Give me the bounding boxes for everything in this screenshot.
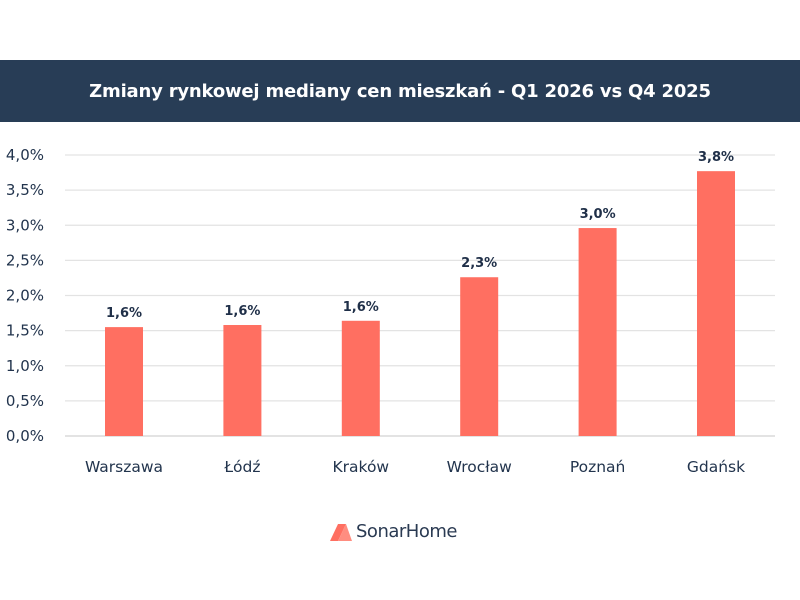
bar-łódź [223, 325, 262, 436]
chart-header: Zmiany rynkowej mediany cen mieszkań - Q… [0, 60, 800, 122]
house-roof-icon [330, 523, 352, 541]
data-labels: 1,6% 1,6% 1,6% 2,3% 3,0% 3,8% [106, 150, 734, 321]
y-tick-label: 0,0% [6, 427, 44, 445]
x-category-label: Poznań [570, 458, 626, 476]
data-label: 1,6% [343, 300, 379, 315]
chart-title: Zmiany rynkowej mediany cen mieszkań - Q… [89, 80, 711, 102]
y-tick-label: 3,5% [6, 181, 44, 199]
y-tick-label: 2,5% [6, 251, 44, 269]
brand-name: SonarHome [356, 521, 457, 542]
data-label: 2,3% [461, 256, 497, 271]
y-tick-label: 1,5% [6, 322, 44, 340]
x-category-label: Warszawa [85, 458, 163, 476]
data-label: 3,8% [698, 150, 734, 165]
x-category-label: Gdańsk [687, 458, 745, 476]
y-tick-label: 4,0% [6, 146, 44, 164]
data-label: 3,0% [580, 207, 616, 222]
y-tick-label: 3,0% [6, 216, 44, 234]
x-category-label: Łódź [223, 458, 260, 476]
y-tick-label: 1,0% [6, 357, 44, 375]
y-tick-label: 2,0% [6, 287, 44, 305]
x-category-label: Wrocław [447, 458, 513, 476]
y-tick-label: 0,5% [6, 392, 44, 410]
bar-wrocław [460, 277, 499, 436]
gridlines [65, 154, 775, 437]
x-axis-categories: Warszawa Łódź Kraków Wrocław Poznań Gdańsk [85, 458, 745, 476]
y-axis-ticks: 0,0% 0,5% 1,0% 1,5% 2,0% 2,5% 3,0% 3,5% 4,0% [6, 146, 44, 445]
data-label: 1,6% [224, 304, 260, 319]
x-category-label: Kraków [332, 458, 389, 476]
bar-gdańsk [697, 171, 735, 436]
data-label: 1,6% [106, 306, 142, 321]
bars [105, 171, 735, 436]
bar-poznań [578, 228, 617, 436]
bar-warszawa [105, 327, 143, 436]
sonarhome-logo: SonarHome [330, 521, 457, 542]
bar-kraków [341, 320, 380, 436]
